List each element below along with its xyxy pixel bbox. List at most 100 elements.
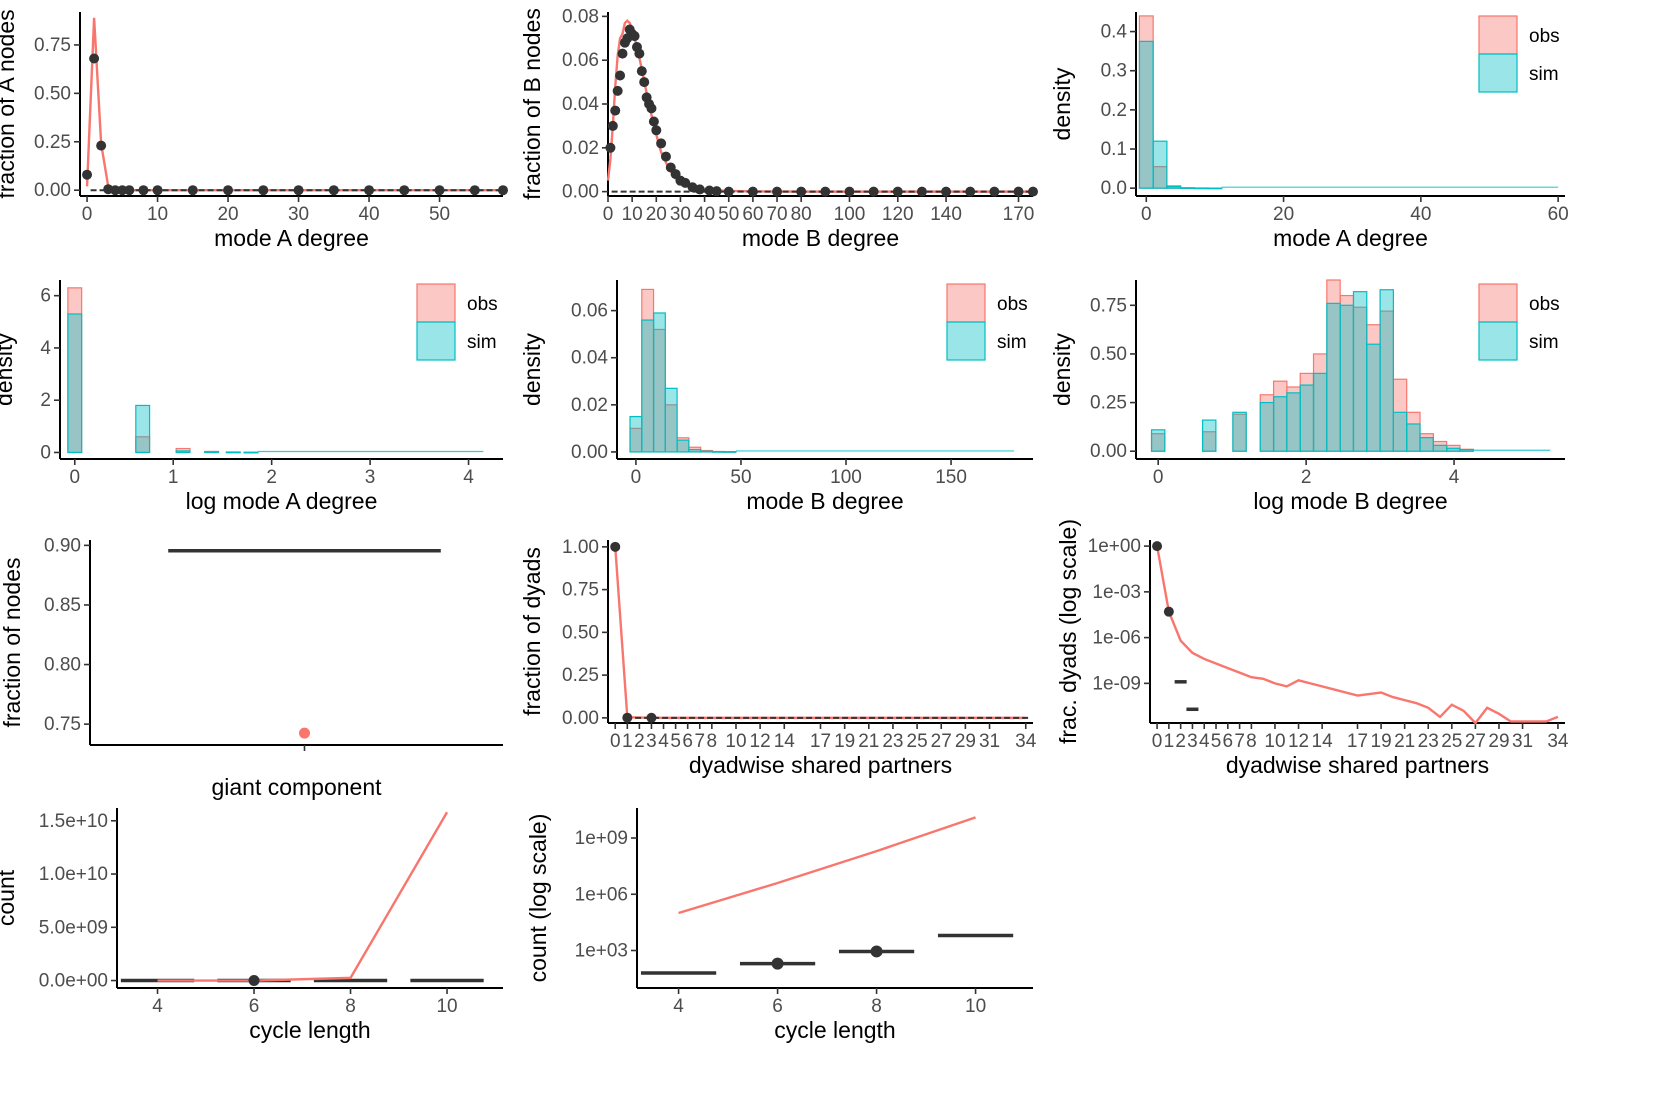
obs-point	[110, 185, 121, 196]
x-tick-label: 19	[834, 731, 855, 752]
obs-point	[634, 48, 645, 59]
x-tick-label: 25	[907, 731, 928, 752]
y-tick-label: 1e+06	[575, 884, 628, 905]
sim-bar	[1166, 186, 1182, 189]
obs-legend-label: obs	[467, 294, 498, 315]
y-tick-label: 0.2	[1101, 100, 1127, 121]
y-tick-label: 4	[40, 338, 51, 359]
y-tick-label: 0.00	[562, 182, 599, 203]
sim-bar	[243, 451, 259, 454]
x-tick-label: 23	[1418, 731, 1439, 752]
obs-line	[157, 811, 449, 982]
y-tick-label: 0.0e+00	[39, 971, 108, 992]
y-tick-label: 0.25	[562, 665, 599, 686]
obs-point	[364, 185, 375, 196]
x-tick-label: 27	[1465, 731, 1486, 752]
x-axis-title: mode A degree	[1273, 225, 1428, 251]
x-tick-label: 100	[830, 467, 862, 488]
sim-bar	[1312, 372, 1328, 452]
x-tick-label: 3	[365, 467, 376, 488]
legend: obs sim	[1478, 15, 1560, 93]
x-tick-label: 2	[266, 467, 277, 488]
obs-legend-key	[1478, 15, 1518, 55]
obs-point	[636, 66, 647, 77]
sim-bar	[1392, 411, 1408, 452]
panel-mode-b-degree-density: 0 50 100 150 0.00 0.02 0.04 0.06 mode B degree de…	[519, 280, 1033, 514]
x-tick-label: 0	[610, 731, 621, 752]
y-tick-label: 1e+03	[575, 941, 628, 962]
x-tick-label: 7	[1234, 731, 1245, 752]
y-tick-label: 0.08	[562, 6, 599, 27]
x-tick-label: 8	[707, 731, 718, 752]
sim-bar	[688, 448, 702, 453]
sim-bar	[676, 439, 690, 453]
x-tick-label: 50	[429, 204, 450, 225]
x-tick-label: 4	[1449, 467, 1460, 488]
y-tick-label: 0.75	[562, 580, 599, 601]
obs-point	[248, 975, 260, 987]
obs-point	[648, 116, 659, 127]
y-tick-label: 1e-03	[1092, 582, 1141, 603]
obs-point	[617, 48, 628, 59]
obs-legend-key	[1478, 283, 1518, 323]
x-tick-label: 0	[82, 204, 93, 225]
sim-bar	[1339, 304, 1355, 452]
sim-bar	[1419, 436, 1434, 452]
x-tick-label: 14	[1312, 731, 1334, 752]
x-tick-label: 0	[69, 467, 80, 488]
y-tick-label: 0.25	[34, 132, 71, 153]
x-tick-label: 60	[742, 204, 763, 225]
obs-point	[434, 185, 445, 196]
y-tick-label: 0.02	[571, 395, 608, 416]
y-tick-label: 0.50	[562, 622, 599, 643]
y-tick-label: 1e-06	[1092, 628, 1141, 649]
y-tick-label: 0.85	[44, 595, 81, 616]
sim-bar	[1180, 187, 1195, 189]
x-tick-label: 7	[694, 731, 705, 752]
obs-point	[89, 53, 100, 64]
x-tick-label: 10	[147, 204, 168, 225]
y-tick-label: 1e+09	[575, 828, 628, 849]
sim-bar	[1379, 289, 1394, 452]
obs-point	[607, 120, 618, 131]
x-tick-label: 23	[882, 731, 903, 752]
panel-giant-component: 0.75 0.80 0.85 0.90 giant component fraction …	[0, 535, 503, 800]
x-tick-label: 21	[1394, 731, 1415, 752]
x-tick-label: 31	[979, 731, 1000, 752]
sim-bar	[135, 404, 151, 454]
sim-bar	[700, 450, 713, 453]
x-tick-label: 25	[1441, 731, 1462, 752]
sim-bar	[711, 451, 725, 453]
obs-point	[680, 177, 691, 188]
sim-bar	[1459, 449, 1474, 452]
obs-point	[610, 105, 621, 116]
y-tick-label: 0.75	[34, 35, 71, 56]
obs-point	[771, 957, 784, 970]
x-tick-label: 1	[1164, 731, 1175, 752]
x-tick-label: 100	[834, 204, 866, 225]
x-tick-label: 1	[622, 731, 633, 752]
x-tick-label: 40	[694, 204, 715, 225]
sim-bar	[204, 451, 220, 454]
sim-bar	[652, 312, 666, 453]
obs-line	[678, 816, 976, 915]
x-tick-label: 0	[1141, 204, 1152, 225]
obs-point	[629, 31, 640, 42]
x-tick-label: 1	[168, 467, 179, 488]
x-tick-label: 8	[345, 996, 356, 1017]
y-axis-title: fraction of B nodes	[519, 8, 545, 200]
x-tick-label: 40	[1410, 204, 1431, 225]
panel-cycle-length-log: 4 6 8 10 1e+03 1e+06 1e+09 cycle length count (l…	[525, 808, 1033, 1043]
sim-bar	[1272, 396, 1288, 452]
y-tick-label: 0.90	[44, 535, 81, 556]
sim-bar	[1259, 401, 1275, 452]
y-tick-label: 0.80	[44, 655, 81, 676]
obs-point	[639, 77, 650, 88]
x-tick-label: 12	[1288, 731, 1309, 752]
x-tick-label: 60	[1548, 204, 1569, 225]
y-tick-label: 0.50	[34, 83, 71, 104]
panel-dyadwise-shared-partners-log: 0 1 2 3 4 5 6 7 8 10 12 14 17 19 21 23 25 27 29 31 341e+001e…	[1055, 519, 1569, 778]
x-tick-label: 50	[718, 204, 739, 225]
x-tick-label: 20	[646, 204, 667, 225]
